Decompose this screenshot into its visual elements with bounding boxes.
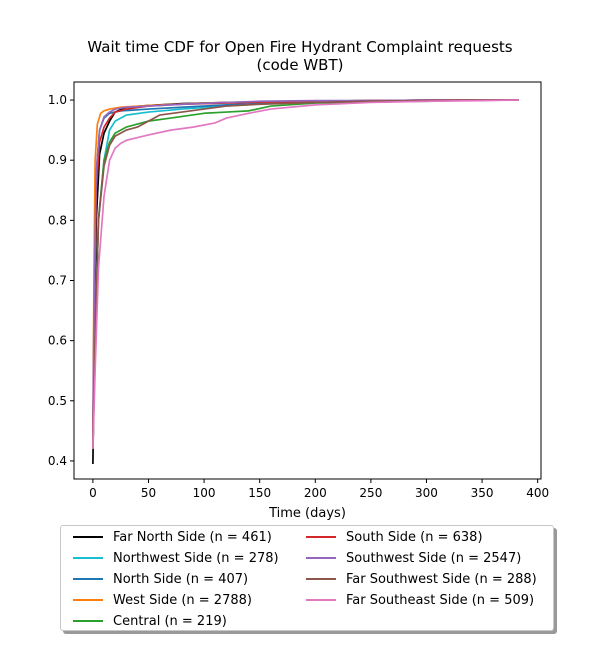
legend-swatch	[73, 577, 103, 580]
legend-item-2: North Side (n = 407)	[73, 572, 248, 588]
x-tick-label-0: 0	[89, 486, 97, 500]
y-axis-ticks: 0.4 0.5 0.6 0.7 0.8 0.9 1.0	[48, 93, 74, 468]
x-tick-label-8: 400	[526, 486, 549, 500]
x-tick-label-4: 200	[304, 486, 327, 500]
x-tick-label-6: 300	[415, 486, 438, 500]
legend-swatch	[306, 556, 336, 559]
y-tick-label-5: 0.9	[48, 153, 67, 167]
legend-label: West Side (n = 2788)	[113, 593, 252, 608]
legend-item-6: Southwest Side (n = 2547)	[306, 551, 521, 567]
series-line-6	[92, 99, 519, 443]
x-tick-label-7: 350	[471, 486, 494, 500]
legend-label: Northwest Side (n = 278)	[113, 551, 279, 566]
x-tick-label-1: 50	[141, 486, 156, 500]
legend-label: Far Southwest Side (n = 288)	[346, 572, 537, 587]
legend-label: Southwest Side (n = 2547)	[346, 551, 522, 566]
legend-item-3: West Side (n = 2788)	[73, 593, 252, 609]
legend-item-1: Northwest Side (n = 278)	[73, 551, 279, 567]
x-axis-ticks: 0 50 100 150 200 250 300 350 400	[89, 479, 549, 500]
legend-label: Far North Side (n = 461)	[113, 530, 272, 545]
legend-label: North Side (n = 407)	[113, 572, 249, 587]
series-line-8	[92, 99, 519, 449]
x-axis-label: Time (days)	[269, 506, 346, 521]
y-tick-label-4: 0.8	[48, 213, 67, 227]
chart-title-line-1: Wait time CDF for Open Fire Hydrant Comp…	[87, 38, 513, 56]
y-tick-label-0: 0.4	[48, 454, 67, 468]
legend-item-5: South Side (n = 638)	[306, 530, 483, 546]
legend-swatch	[73, 556, 103, 559]
x-tick-label-5: 250	[359, 486, 382, 500]
axes-frame	[73, 81, 542, 480]
legend-item-0: Far North Side (n = 461)	[73, 530, 272, 546]
legend-label: Central (n = 219)	[113, 614, 227, 629]
legend-item-4: Central (n = 219)	[73, 614, 227, 630]
x-tick-label-3: 150	[248, 486, 271, 500]
legend-swatch	[73, 619, 103, 622]
series-line-1	[92, 99, 519, 449]
legend-swatch	[73, 598, 103, 601]
legend: Far North Side (n = 461) Northwest Side (…	[60, 525, 554, 631]
plot-lines	[92, 99, 519, 464]
y-tick-label-6: 1.0	[48, 93, 67, 107]
series-line-3	[92, 99, 519, 437]
legend-label: South Side (n = 638)	[346, 530, 483, 545]
series-line-5	[92, 99, 519, 449]
y-tick-label-1: 0.5	[48, 394, 67, 408]
series-line-7	[92, 99, 519, 449]
series-line-0	[92, 99, 519, 464]
legend-swatch	[306, 598, 336, 601]
legend-swatch	[73, 535, 103, 538]
legend-swatch	[306, 577, 336, 580]
chart-title-line-2: (code WBT)	[256, 56, 344, 74]
legend-label: Far Southeast Side (n = 509)	[346, 593, 535, 608]
legend-swatch	[306, 535, 336, 538]
legend-item-8: Far Southeast Side (n = 509)	[306, 593, 534, 609]
x-tick-label-2: 100	[193, 486, 216, 500]
y-tick-label-2: 0.6	[48, 334, 67, 348]
legend-item-7: Far Southwest Side (n = 288)	[306, 572, 537, 588]
series-line-2	[92, 99, 519, 443]
y-tick-label-3: 0.7	[48, 274, 67, 288]
series-line-4	[92, 99, 519, 449]
